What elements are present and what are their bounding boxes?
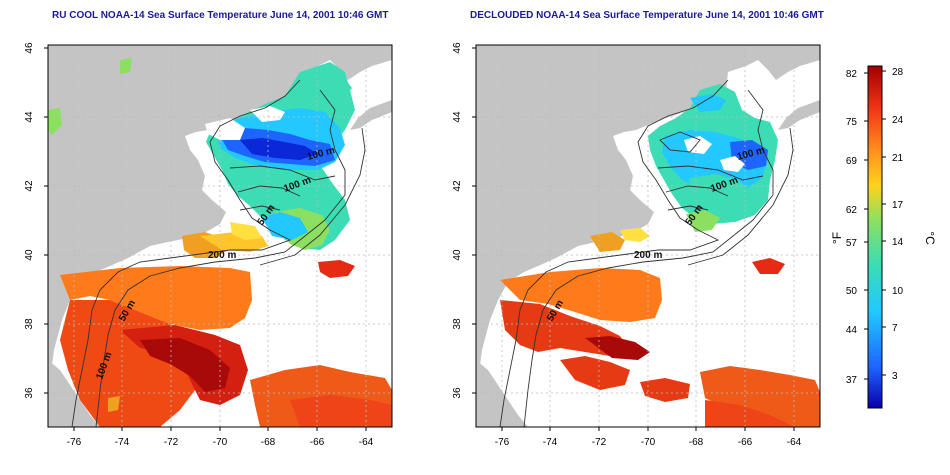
celsius-tick: 24 bbox=[892, 115, 904, 126]
left-x-axis: -76 -74 -72 -70 -68 -66 -64 bbox=[67, 427, 374, 448]
celsius-tick: 28 bbox=[892, 67, 904, 78]
y-tick-label: 44 bbox=[452, 111, 463, 123]
colorbar-ticks bbox=[864, 70, 886, 380]
x-tick-label: -72 bbox=[592, 437, 607, 448]
x-tick-label: -66 bbox=[738, 437, 753, 448]
fahrenheit-tick: 50 bbox=[846, 286, 858, 297]
y-tick-label: 46 bbox=[24, 42, 35, 54]
y-tick-label: 42 bbox=[24, 180, 35, 192]
x-tick-label: -66 bbox=[310, 437, 325, 448]
y-tick-label: 46 bbox=[452, 42, 463, 54]
y-tick-label: 42 bbox=[452, 180, 463, 192]
fahrenheit-tick: 37 bbox=[846, 375, 858, 386]
left-land-south bbox=[48, 360, 100, 427]
right-sst-data bbox=[500, 84, 820, 427]
fahrenheit-tick: 57 bbox=[846, 238, 858, 249]
x-tick-label: -74 bbox=[115, 437, 130, 448]
right-land-nova-scotia bbox=[778, 100, 820, 130]
y-tick-label: 38 bbox=[452, 318, 463, 330]
fahrenheit-tick: 69 bbox=[846, 156, 858, 167]
x-tick-label: -76 bbox=[67, 437, 82, 448]
left-grid bbox=[48, 45, 392, 427]
right-x-axis: -76 -74 -72 -70 -68 -66 -64 bbox=[495, 427, 802, 448]
right-grid bbox=[476, 45, 820, 427]
x-tick-label: -64 bbox=[359, 437, 374, 448]
y-tick-label: 36 bbox=[24, 387, 35, 399]
right-map: 100 m 100 m 50 m 200 m 50 m -76 -74 -72 … bbox=[452, 42, 821, 448]
right-y-axis: 36 38 40 42 44 46 bbox=[452, 42, 476, 399]
fahrenheit-tick: 44 bbox=[846, 325, 858, 336]
celsius-tick: 17 bbox=[892, 200, 904, 211]
x-tick-label: -70 bbox=[641, 437, 656, 448]
celsius-label: °C bbox=[923, 231, 937, 245]
right-land bbox=[476, 45, 820, 400]
x-tick-label: -76 bbox=[495, 437, 510, 448]
fahrenheit-tick: 82 bbox=[846, 69, 858, 80]
x-tick-label: -68 bbox=[689, 437, 704, 448]
right-land-south bbox=[476, 360, 528, 427]
colorbar: 82 75 69 62 57 50 44 37 28 24 21 17 14 1… bbox=[830, 65, 937, 409]
right-panel-title: DECLOUDED NOAA-14 Sea Surface Temperatur… bbox=[470, 10, 824, 21]
celsius-tick: 10 bbox=[892, 286, 904, 297]
celsius-tick: 14 bbox=[892, 237, 904, 248]
right-bathymetry-contours bbox=[499, 79, 794, 427]
fahrenheit-tick-labels: 82 75 69 62 57 50 44 37 bbox=[846, 69, 858, 386]
y-tick-label: 40 bbox=[24, 249, 35, 261]
colorbar-gradient bbox=[867, 65, 883, 409]
left-land-nova-scotia bbox=[350, 100, 392, 130]
left-y-axis: 36 38 40 42 44 46 bbox=[24, 42, 48, 399]
x-tick-label: -64 bbox=[787, 437, 802, 448]
celsius-tick: 3 bbox=[892, 371, 898, 382]
left-bathymetry-contours bbox=[71, 79, 366, 427]
y-tick-label: 38 bbox=[24, 318, 35, 330]
fahrenheit-tick: 62 bbox=[846, 205, 858, 216]
y-tick-label: 44 bbox=[24, 111, 35, 123]
left-map: 50 m 100 m 100 m 200 m 50 m 100 m -76 -7… bbox=[24, 42, 393, 448]
fahrenheit-tick: 75 bbox=[846, 117, 858, 128]
x-tick-label: -68 bbox=[261, 437, 276, 448]
left-sst-data bbox=[48, 58, 392, 427]
contour-label: 200 m bbox=[208, 250, 236, 261]
celsius-tick-labels: 28 24 21 17 14 10 7 3 bbox=[892, 67, 904, 382]
y-tick-label: 36 bbox=[452, 387, 463, 399]
celsius-tick: 7 bbox=[892, 323, 898, 334]
x-tick-label: -70 bbox=[213, 437, 228, 448]
fahrenheit-label: °F bbox=[830, 232, 844, 244]
left-land bbox=[48, 45, 392, 400]
left-panel-title: RU COOL NOAA-14 Sea Surface Temperature … bbox=[52, 10, 389, 21]
x-tick-label: -72 bbox=[164, 437, 179, 448]
contour-label: 200 m bbox=[634, 250, 662, 261]
y-tick-label: 40 bbox=[452, 249, 463, 261]
celsius-tick: 21 bbox=[892, 153, 904, 164]
x-tick-label: -74 bbox=[543, 437, 558, 448]
